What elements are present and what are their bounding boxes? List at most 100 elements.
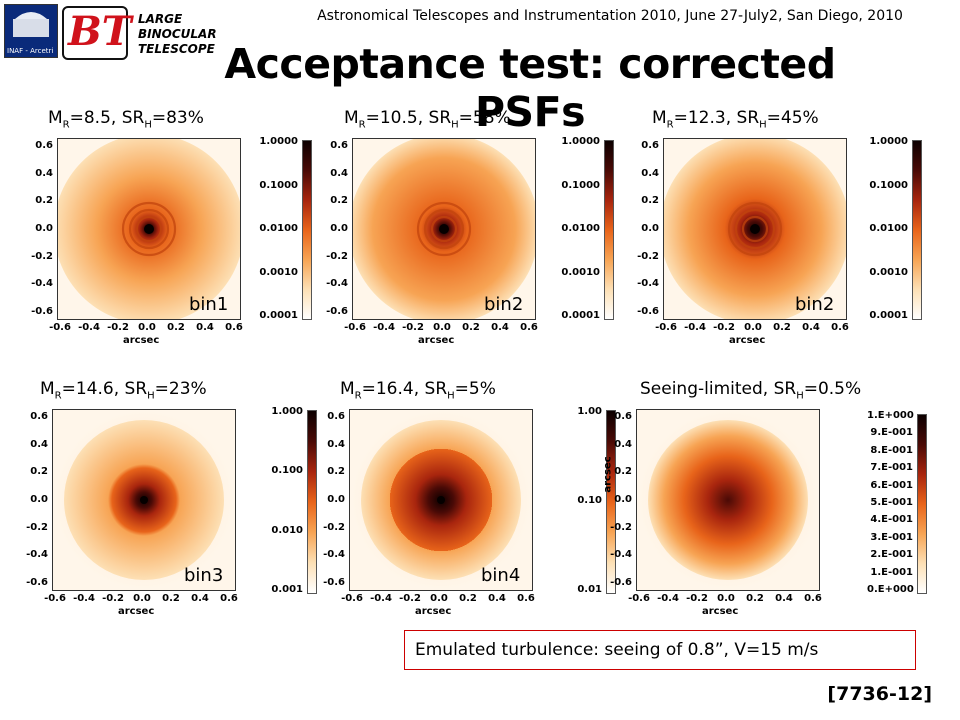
airy-ring bbox=[416, 201, 472, 257]
airy-ring bbox=[430, 215, 458, 243]
inaf-logo-text: INAF - Arcetri bbox=[7, 47, 54, 55]
label-subscript: R bbox=[666, 119, 674, 131]
label-subscript: H bbox=[759, 119, 767, 131]
y-tick-label: 0.4 bbox=[30, 438, 48, 450]
lbt-logo: BT LARGE BINOCULAR TELESCOPE bbox=[60, 4, 260, 60]
x-tick-label: 0.6 bbox=[517, 593, 535, 604]
label-text: M bbox=[344, 108, 359, 128]
label-text: =14.6, SR bbox=[61, 379, 148, 399]
x-tick-label: 0.6 bbox=[220, 593, 238, 604]
x-tick-label: -0.2 bbox=[107, 322, 129, 333]
psf-image bbox=[349, 409, 533, 591]
psf-core bbox=[144, 224, 154, 234]
y-tick-label: 0.0 bbox=[641, 223, 659, 234]
y-tick-label: -0.2 bbox=[26, 521, 48, 533]
y-tick-label: -0.4 bbox=[26, 549, 48, 561]
x-axis-label: arcsec bbox=[729, 335, 766, 346]
panel-label: MR=10.5, SRH=58% bbox=[344, 108, 511, 130]
label-text: =12.3, SR bbox=[673, 108, 760, 128]
colorbar-tick-label: 0.E+000 bbox=[867, 584, 914, 595]
y-tick-label: 0.6 bbox=[327, 411, 345, 422]
x-tick-label: 0.6 bbox=[520, 322, 538, 333]
x-tick-label: 0.0 bbox=[430, 593, 448, 604]
x-tick-label: 0.6 bbox=[804, 593, 822, 604]
x-tick-label: 0.2 bbox=[462, 322, 480, 333]
page-title: Acceptance test: corrected PSFs bbox=[224, 40, 836, 136]
colorbar-tick-label: 0.1000 bbox=[259, 179, 298, 191]
x-tick-label: 0.4 bbox=[191, 593, 209, 604]
y-tick-label: 0.6 bbox=[330, 140, 348, 151]
airy-ring bbox=[128, 208, 170, 250]
y-tick-label: -0.4 bbox=[326, 278, 348, 290]
x-axis-label: arcsec bbox=[415, 606, 452, 617]
colorbar-tick-label: 4.E-001 bbox=[870, 514, 913, 526]
bin-label: bin2 bbox=[484, 294, 524, 315]
colorbar bbox=[302, 140, 312, 320]
airy-ring bbox=[727, 201, 783, 257]
bin-label: bin4 bbox=[481, 565, 521, 586]
x-tick-label: 0.4 bbox=[488, 593, 506, 604]
lbt-logo-word: BINOCULAR bbox=[138, 27, 217, 41]
colorbar-tick-label: 0.0001 bbox=[561, 310, 600, 321]
y-tick-label: -0.2 bbox=[637, 250, 659, 262]
y-tick-label: 0.4 bbox=[330, 167, 348, 179]
psf-svg bbox=[58, 139, 240, 319]
label-subscript: R bbox=[358, 119, 366, 131]
label-text: =83% bbox=[151, 108, 204, 128]
y-tick-label: 0.0 bbox=[35, 223, 53, 234]
colorbar-tick-label: 2.E-001 bbox=[870, 549, 913, 561]
y-axis-label: arcsec bbox=[602, 456, 614, 493]
psf-image bbox=[52, 409, 236, 591]
colorbar-tick-label: 0.0001 bbox=[869, 310, 908, 321]
colorbar bbox=[606, 410, 616, 594]
colorbar-tick-label: 8.E-001 bbox=[870, 444, 913, 456]
x-tick-label: 0.2 bbox=[459, 593, 477, 604]
x-axis-label: arcsec bbox=[702, 606, 739, 617]
y-tick-label: 0.4 bbox=[614, 438, 632, 450]
colorbar-tick-label: 0.100 bbox=[271, 465, 303, 477]
y-tick-label: -0.6 bbox=[26, 577, 48, 588]
colorbar-tick-label: 1.0000 bbox=[561, 136, 600, 147]
y-tick-label: 0.6 bbox=[35, 140, 53, 151]
y-tick-label: 0.2 bbox=[330, 195, 348, 207]
panel-label: MR=16.4, SRH=5% bbox=[340, 379, 496, 401]
colorbar-tick-label: 0.1000 bbox=[561, 179, 600, 191]
y-tick-label: -0.6 bbox=[31, 306, 53, 317]
psf-svg bbox=[648, 420, 808, 580]
x-tick-label: 0.2 bbox=[746, 593, 764, 604]
turbulence-note: Emulated turbulence: seeing of 0.8”, V=1… bbox=[404, 630, 916, 670]
airy-ring bbox=[741, 215, 769, 243]
label-subscript: H bbox=[447, 390, 455, 402]
x-tick-label: -0.4 bbox=[73, 593, 95, 604]
colorbar-tick-label: 1.000 bbox=[271, 406, 303, 417]
conference-line: Astronomical Telescopes and Instrumentat… bbox=[317, 8, 903, 24]
colorbar bbox=[912, 140, 922, 320]
x-tick-label: 0.4 bbox=[196, 322, 214, 333]
lbt-logo-letters: BT bbox=[68, 8, 132, 55]
label-text: M bbox=[48, 108, 63, 128]
x-tick-label: -0.4 bbox=[684, 322, 706, 333]
psf-svg bbox=[664, 139, 846, 319]
x-tick-label: 0.4 bbox=[802, 322, 820, 333]
label-subscript: R bbox=[354, 390, 362, 402]
y-tick-label: 0.6 bbox=[641, 140, 659, 151]
colorbar-tick-label: 0.0010 bbox=[561, 266, 600, 278]
y-tick-label: 0.4 bbox=[327, 438, 345, 450]
x-tick-label: -0.4 bbox=[78, 322, 100, 333]
x-tick-label: 0.4 bbox=[775, 593, 793, 604]
y-tick-label: 0.0 bbox=[614, 494, 632, 505]
label-text: =45% bbox=[766, 108, 819, 128]
label-subscript: H bbox=[451, 119, 459, 131]
x-tick-label: -0.2 bbox=[713, 322, 735, 333]
x-tick-label: -0.4 bbox=[657, 593, 679, 604]
y-tick-label: 0.6 bbox=[614, 411, 632, 422]
colorbar-tick-label: 1.0000 bbox=[869, 136, 908, 147]
y-tick-label: 0.0 bbox=[327, 494, 345, 505]
lbt-logo-word: TELESCOPE bbox=[138, 42, 215, 56]
y-tick-label: -0.2 bbox=[323, 521, 345, 533]
label-text: =8.5, SR bbox=[69, 108, 145, 128]
airy-ring bbox=[121, 201, 177, 257]
label-text: M bbox=[652, 108, 667, 128]
label-text: M bbox=[40, 379, 55, 399]
y-tick-label: -0.6 bbox=[637, 306, 659, 317]
